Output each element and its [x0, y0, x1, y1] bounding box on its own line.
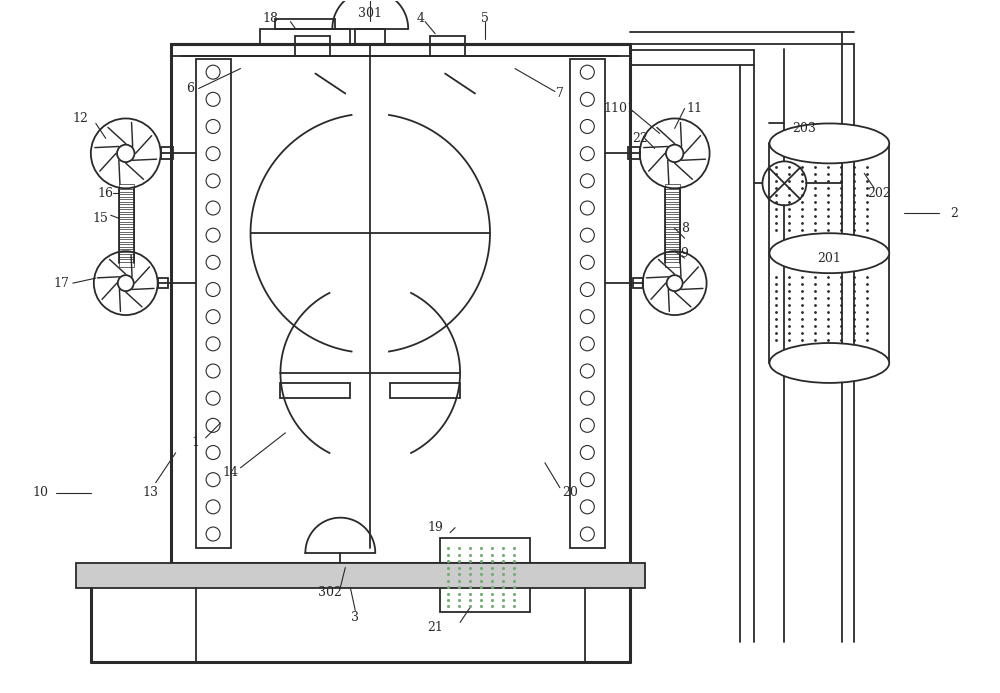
Text: 6: 6	[187, 82, 195, 95]
Text: 1: 1	[192, 437, 200, 449]
Bar	[665, 259, 680, 267]
Text: 4: 4	[416, 12, 424, 25]
Bar	[119, 244, 134, 252]
Text: 12: 12	[73, 112, 89, 125]
Bar	[665, 214, 680, 222]
Text: 7: 7	[556, 87, 564, 100]
Ellipse shape	[769, 234, 889, 273]
Bar	[171, 44, 630, 563]
Bar	[665, 249, 680, 257]
Bar	[158, 278, 168, 288]
Bar	[665, 254, 680, 262]
Text: 9: 9	[681, 247, 689, 260]
Bar	[119, 254, 134, 262]
Bar	[665, 219, 680, 227]
Text: 21: 21	[427, 621, 443, 634]
Text: 302: 302	[318, 586, 342, 599]
Bar	[665, 209, 680, 218]
Bar	[119, 239, 134, 247]
Text: 201: 201	[817, 252, 841, 265]
Bar	[119, 189, 134, 198]
Bar	[440, 538, 530, 613]
Bar	[119, 219, 134, 227]
Text: 301: 301	[358, 7, 382, 20]
Bar	[119, 225, 134, 232]
Bar	[119, 184, 134, 193]
Bar	[260, 28, 350, 44]
Bar	[275, 19, 335, 28]
Ellipse shape	[769, 343, 889, 383]
Bar	[119, 209, 134, 218]
Bar	[119, 200, 134, 207]
Text: 13: 13	[143, 486, 159, 499]
Text: 3: 3	[351, 611, 359, 624]
Bar	[665, 184, 680, 193]
Text: 8: 8	[681, 222, 689, 235]
Bar	[665, 204, 680, 212]
Text: 1101: 1101	[604, 102, 636, 115]
Text: 20: 20	[562, 486, 578, 499]
Bar	[628, 148, 640, 159]
Text: 19: 19	[427, 521, 443, 534]
Text: 15: 15	[93, 212, 109, 225]
Bar	[119, 214, 134, 222]
Bar	[161, 148, 173, 159]
Text: 2: 2	[950, 207, 958, 220]
Bar	[119, 194, 134, 202]
Bar	[280, 383, 350, 398]
Bar	[665, 229, 680, 237]
Text: 17: 17	[53, 277, 69, 290]
Bar	[295, 35, 330, 55]
Text: 16: 16	[98, 187, 114, 200]
Text: 14: 14	[223, 466, 239, 480]
Bar	[390, 383, 460, 398]
Text: 202: 202	[867, 187, 891, 200]
Bar	[665, 239, 680, 247]
Bar	[430, 35, 465, 55]
Text: 18: 18	[262, 12, 278, 25]
Ellipse shape	[769, 123, 889, 164]
Bar	[76, 563, 645, 588]
Text: 203: 203	[792, 122, 816, 135]
Bar	[119, 204, 134, 212]
Bar	[119, 229, 134, 237]
Bar	[665, 189, 680, 198]
Text: 5: 5	[481, 12, 489, 25]
Bar	[665, 234, 680, 243]
Bar	[196, 59, 231, 547]
Bar	[665, 194, 680, 202]
Bar	[119, 234, 134, 243]
Bar	[665, 225, 680, 232]
Bar	[633, 278, 643, 288]
Text: 22: 22	[632, 132, 648, 145]
Bar	[119, 259, 134, 267]
Text: 11: 11	[687, 102, 703, 115]
Bar	[119, 249, 134, 257]
Text: 10: 10	[33, 486, 49, 499]
Bar	[355, 28, 385, 44]
Bar	[665, 200, 680, 207]
Bar	[665, 244, 680, 252]
Bar	[570, 59, 605, 547]
